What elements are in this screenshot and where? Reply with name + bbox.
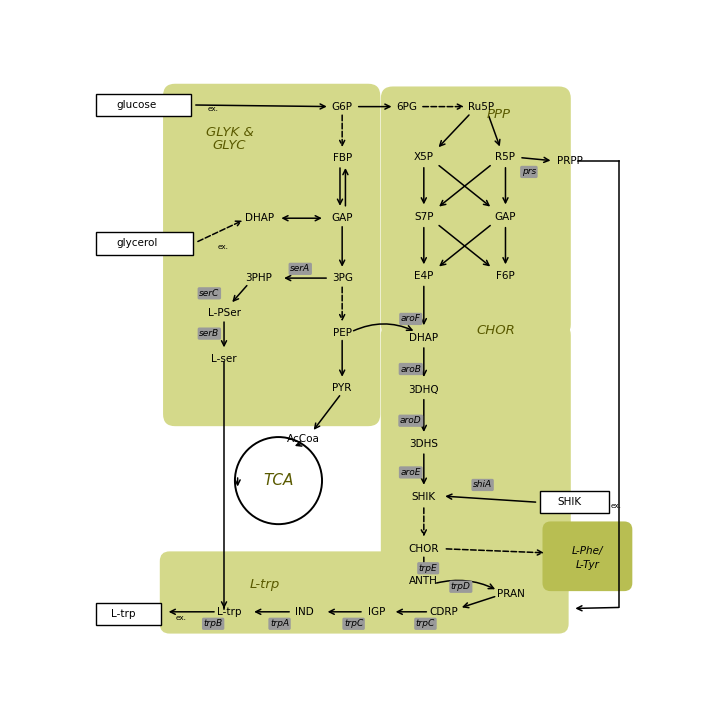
Text: trpE: trpE	[419, 563, 438, 573]
Text: CHOR: CHOR	[476, 325, 515, 337]
Text: trpD: trpD	[451, 583, 471, 591]
Text: PYR: PYR	[333, 383, 352, 393]
Text: GLYK &: GLYK &	[205, 126, 253, 139]
Text: ex.: ex.	[207, 106, 218, 112]
Text: L-PSer: L-PSer	[207, 308, 241, 318]
Bar	[96, 232, 193, 255]
FancyBboxPatch shape	[381, 323, 571, 595]
Text: CDRP: CDRP	[429, 607, 458, 617]
Text: SHIK: SHIK	[557, 497, 581, 507]
Text: 3PHP: 3PHP	[245, 273, 272, 283]
Text: S7P: S7P	[414, 211, 433, 221]
Text: 3DHQ: 3DHQ	[409, 385, 439, 395]
Text: 3DHS: 3DHS	[409, 439, 438, 449]
Text: ANTH: ANTH	[409, 576, 438, 586]
Text: 3PG: 3PG	[331, 273, 353, 283]
Text: L-trp: L-trp	[111, 609, 136, 619]
Text: ex.: ex.	[611, 503, 622, 509]
Text: AcCoa: AcCoa	[287, 433, 319, 444]
Text: PRAN: PRAN	[497, 589, 525, 599]
Text: Ru5P: Ru5P	[469, 102, 495, 112]
Text: F6P: F6P	[496, 271, 515, 281]
Text: IGP: IGP	[367, 607, 385, 617]
Text: E4P: E4P	[414, 271, 433, 281]
Bar	[96, 93, 191, 117]
Text: serA: serA	[290, 264, 310, 274]
Bar	[96, 603, 161, 625]
Text: 6PG: 6PG	[396, 102, 417, 112]
Text: GAP: GAP	[495, 211, 516, 221]
Text: G6P: G6P	[331, 102, 353, 112]
Text: X5P: X5P	[413, 152, 434, 162]
Text: trpC: trpC	[344, 619, 363, 629]
FancyBboxPatch shape	[381, 86, 571, 337]
Bar	[539, 491, 610, 513]
Text: FBP: FBP	[333, 153, 352, 163]
Text: GLYC: GLYC	[212, 139, 246, 152]
Text: L-trp: L-trp	[217, 607, 241, 617]
Text: aroF: aroF	[401, 315, 421, 323]
Text: SHIK: SHIK	[412, 493, 436, 503]
Text: PEP: PEP	[333, 327, 352, 337]
Text: L-trp: L-trp	[250, 578, 280, 591]
Text: L-ser: L-ser	[211, 354, 237, 363]
Text: shiA: shiA	[473, 481, 492, 489]
Text: glucose: glucose	[116, 100, 156, 110]
Text: aroE: aroE	[401, 468, 421, 477]
Text: TCA: TCA	[263, 473, 294, 488]
Text: ex.: ex.	[218, 244, 229, 250]
Text: serC: serC	[199, 289, 219, 298]
Text: PPP: PPP	[487, 108, 511, 122]
Text: L-Phe/: L-Phe/	[572, 547, 603, 556]
Text: aroB: aroB	[400, 365, 421, 373]
Text: prs: prs	[522, 168, 536, 177]
Text: glycerol: glycerol	[116, 238, 157, 247]
Text: aroD: aroD	[400, 416, 421, 425]
Text: serB: serB	[199, 329, 219, 338]
FancyBboxPatch shape	[160, 551, 569, 633]
Text: trpB: trpB	[204, 619, 223, 629]
Text: GAP: GAP	[331, 214, 353, 223]
Text: ex.: ex.	[176, 615, 186, 621]
Text: PRPP: PRPP	[556, 156, 583, 166]
Text: trpC: trpC	[416, 619, 435, 629]
Text: trpA: trpA	[270, 619, 289, 629]
Text: DHAP: DHAP	[409, 333, 438, 343]
Text: IND: IND	[295, 607, 314, 617]
FancyBboxPatch shape	[542, 522, 632, 591]
FancyBboxPatch shape	[163, 83, 380, 426]
Text: CHOR: CHOR	[409, 544, 439, 554]
Text: R5P: R5P	[496, 152, 515, 162]
Text: DHAP: DHAP	[245, 214, 274, 223]
Text: L-Tyr: L-Tyr	[576, 560, 600, 570]
